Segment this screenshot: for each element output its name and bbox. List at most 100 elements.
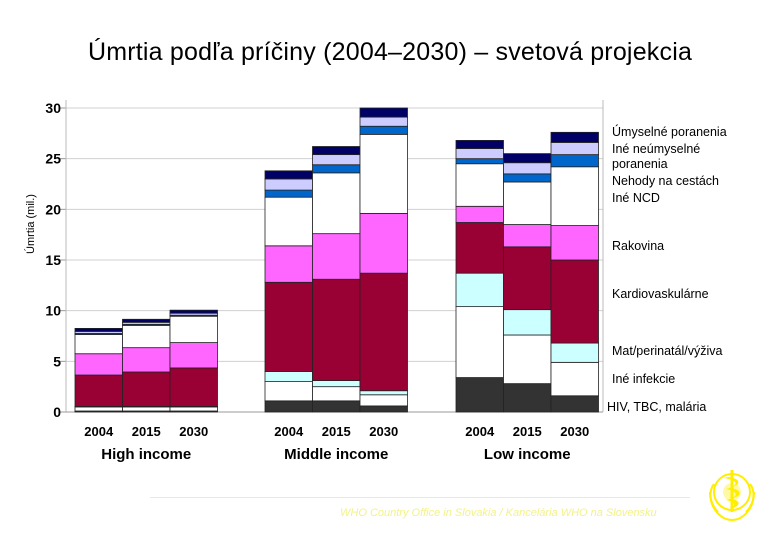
bar-segment [169, 342, 218, 369]
chart-title: Úmrtia podľa príčiny (2004–2030) – sveto… [87, 38, 693, 66]
bar-segment [312, 386, 361, 402]
bar-segment [312, 146, 361, 156]
bar-segment [455, 377, 504, 413]
bar-segment [122, 318, 171, 323]
legend-label: Úmyselné poranenia [612, 124, 727, 139]
bar-segment [74, 406, 123, 412]
bar-segment [503, 162, 552, 175]
bar-segment [550, 142, 599, 156]
bar-segment [359, 133, 408, 214]
bar-segment [503, 383, 552, 413]
bar-segment [359, 394, 408, 407]
bar-segment [550, 225, 599, 261]
bar-segment [550, 342, 599, 363]
bar-segment [503, 246, 552, 311]
bar-segment [550, 166, 599, 226]
x-tick-label: 2030 [560, 424, 589, 439]
y-axis-label: Úmrtia (mil.) [24, 194, 37, 254]
bar-segment [312, 380, 361, 388]
x-tick-label: 2030 [369, 424, 398, 439]
legend-label: Nehody na cestách [612, 174, 719, 188]
bar-segment [455, 158, 504, 165]
bar-segment [550, 154, 599, 168]
y-tick-label: 0 [53, 404, 61, 420]
bar-segment [264, 400, 313, 413]
bar-segment [455, 163, 504, 207]
bar-segment [503, 334, 552, 385]
bar-segment [264, 381, 313, 402]
bar-segment [169, 309, 218, 314]
bar-segment [455, 205, 504, 223]
bar-segment [503, 153, 552, 164]
bar-segment [122, 347, 171, 373]
bar-segment [169, 367, 218, 407]
y-tick-label: 5 [53, 353, 61, 369]
y-tick-label: 15 [45, 252, 61, 268]
bar-segment [312, 400, 361, 413]
legend-label: Iné neúmyselné poranenia [612, 142, 700, 171]
x-tick-labels: 2004 2015 2030 2004 2015 2030 2004 2015 2030 [84, 424, 589, 439]
bar-segment [503, 173, 552, 183]
x-tick-label: 2015 [132, 424, 161, 439]
bar-segment [264, 189, 313, 198]
y-tick-labels: 0 5 10 15 20 25 30 [45, 100, 61, 420]
legend-label: Kardiovaskulárne [612, 287, 709, 301]
bar-segment [74, 374, 123, 407]
x-tick-label: 2004 [84, 424, 114, 439]
y-tick-label: 20 [45, 201, 61, 217]
bar-segment [264, 371, 313, 383]
bar-segment [169, 406, 218, 412]
x-tick-label: 2004 [274, 424, 304, 439]
bars [74, 107, 599, 413]
bar-segment [264, 178, 313, 191]
footer-divider [150, 497, 690, 498]
group-labels: High income Middle income Low income [101, 446, 570, 463]
x-tick-label: 2015 [513, 424, 542, 439]
bar-segment [122, 406, 171, 412]
footer-text: WHO Country Office in Slovakia / Kancelá… [340, 507, 657, 519]
y-tick-label: 30 [45, 100, 61, 116]
bar-segment [455, 140, 504, 149]
bar-segment [359, 125, 408, 135]
bar-segment [312, 233, 361, 280]
bar-segment [503, 181, 552, 225]
bar-segment [503, 309, 552, 336]
bar-segment [264, 170, 313, 180]
bar-segment [122, 371, 171, 407]
legend-label-line: poranenia [612, 157, 668, 171]
legend-label: Iné NCD [612, 191, 660, 205]
group-label: Low income [484, 446, 571, 463]
bar-segment [455, 222, 504, 274]
group-label: High income [101, 446, 191, 463]
legend-label: Iné infekcie [612, 372, 675, 386]
group-label: Middle income [284, 446, 388, 463]
bar-segment [264, 196, 313, 247]
bar-segment [312, 154, 361, 166]
bar-segment [312, 278, 361, 381]
x-tick-label: 2004 [465, 424, 495, 439]
bar-segment [455, 306, 504, 378]
bar-segment [455, 148, 504, 160]
bar-segment [359, 212, 408, 274]
legend: Úmyselné poranenia Iné neúmyselné poraneni… [607, 124, 727, 414]
y-tick-label: 10 [45, 303, 61, 319]
bar-segment [74, 353, 123, 376]
bar-segment [264, 245, 313, 283]
x-tick-label: 2015 [322, 424, 351, 439]
bar-segment [359, 272, 408, 392]
who-emblem-logo [709, 470, 755, 522]
bar-segment [359, 116, 408, 127]
bar-segment [550, 259, 599, 344]
bar-segment [312, 164, 361, 174]
x-tick-label: 2030 [179, 424, 208, 439]
bar-segment [169, 315, 218, 343]
bar-segment [359, 107, 408, 118]
legend-label: HIV, TBC, malária [607, 400, 706, 414]
bar-segment [312, 172, 361, 235]
legend-label-line: Iné neúmyselné [612, 142, 700, 156]
bar-segment [503, 224, 552, 248]
bar-segment [550, 395, 599, 413]
legend-label: Rakovina [612, 239, 664, 253]
bar-segment [74, 327, 123, 332]
